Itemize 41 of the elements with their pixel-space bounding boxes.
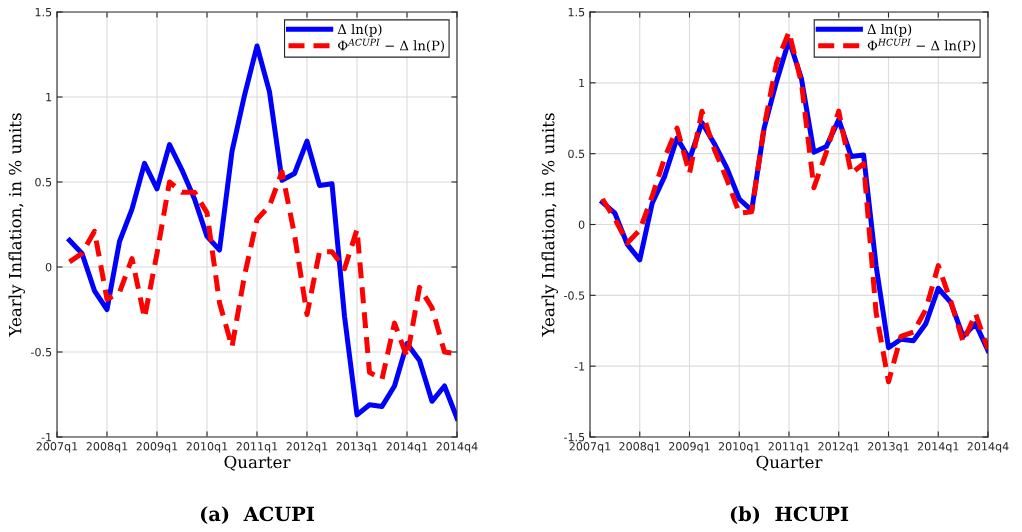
legend-label: Δ ln(p) bbox=[867, 23, 912, 37]
y-tick-label: 0 bbox=[578, 220, 585, 229]
y-tick-label: 0.5 bbox=[568, 149, 585, 159]
x-tick-label: 2010q1 bbox=[186, 442, 228, 453]
x-tick-label: 2007q1 bbox=[569, 442, 611, 453]
legend-label: Φ$^{ACUPI}$ − Δ ln(P) bbox=[338, 38, 444, 53]
y-axis-title: Yearly Inflation, in % units bbox=[8, 113, 25, 337]
x-tick-label: 2012q1 bbox=[286, 442, 328, 453]
y-tick-label: -1 bbox=[41, 433, 52, 442]
y-tick-label: -0.5 bbox=[31, 347, 52, 357]
x-tick-label: 2014q4 bbox=[436, 442, 478, 453]
y-axis-title: Yearly Inflation, in % units bbox=[541, 113, 558, 337]
y-tick-label: -1 bbox=[574, 362, 585, 371]
x-axis-title: Quarter bbox=[756, 455, 823, 471]
y-tick-label: 0.5 bbox=[35, 177, 52, 187]
x-tick-label: 2011q1 bbox=[236, 442, 278, 453]
x-tick-label: 2014q1 bbox=[386, 442, 428, 453]
x-tick-label: 2014q4 bbox=[967, 442, 1009, 453]
x-tick-label: 2009q1 bbox=[669, 442, 710, 453]
x-tick-label: 2008q1 bbox=[619, 442, 660, 453]
x-tick-label: 2012q1 bbox=[818, 442, 859, 453]
y-tick-label: 1.5 bbox=[35, 8, 52, 17]
legend-label: Φ$^{HCUPI}$ − Δ ln(P) bbox=[867, 38, 976, 53]
x-tick-label: 2013q1 bbox=[868, 442, 909, 453]
y-tick-label: 0 bbox=[45, 262, 52, 272]
x-tick-label: 2009q1 bbox=[136, 442, 178, 453]
y-tick-label: 1 bbox=[46, 93, 52, 102]
text: (a) ACUPI bbox=[200, 506, 314, 525]
y-tick-label: -1.5 bbox=[564, 433, 585, 442]
legend-label: Δ ln(p) bbox=[337, 23, 382, 37]
x-tick-label: 2011q1 bbox=[768, 442, 810, 453]
x-tick-label: 2008q1 bbox=[86, 442, 128, 453]
x-axis-title: Quarter bbox=[224, 455, 291, 471]
text: (b) HCUPI bbox=[730, 506, 849, 525]
y-tick-label: -0.5 bbox=[564, 291, 585, 300]
x-tick-label: 2014q1 bbox=[917, 442, 959, 453]
x-tick-label: 2007q1 bbox=[36, 442, 78, 453]
y-tick-label: 1 bbox=[579, 78, 585, 88]
y-tick-label: 1.5 bbox=[568, 8, 585, 17]
x-tick-label: 2013q1 bbox=[336, 442, 378, 453]
x-tick-label: 2010q1 bbox=[718, 442, 760, 453]
